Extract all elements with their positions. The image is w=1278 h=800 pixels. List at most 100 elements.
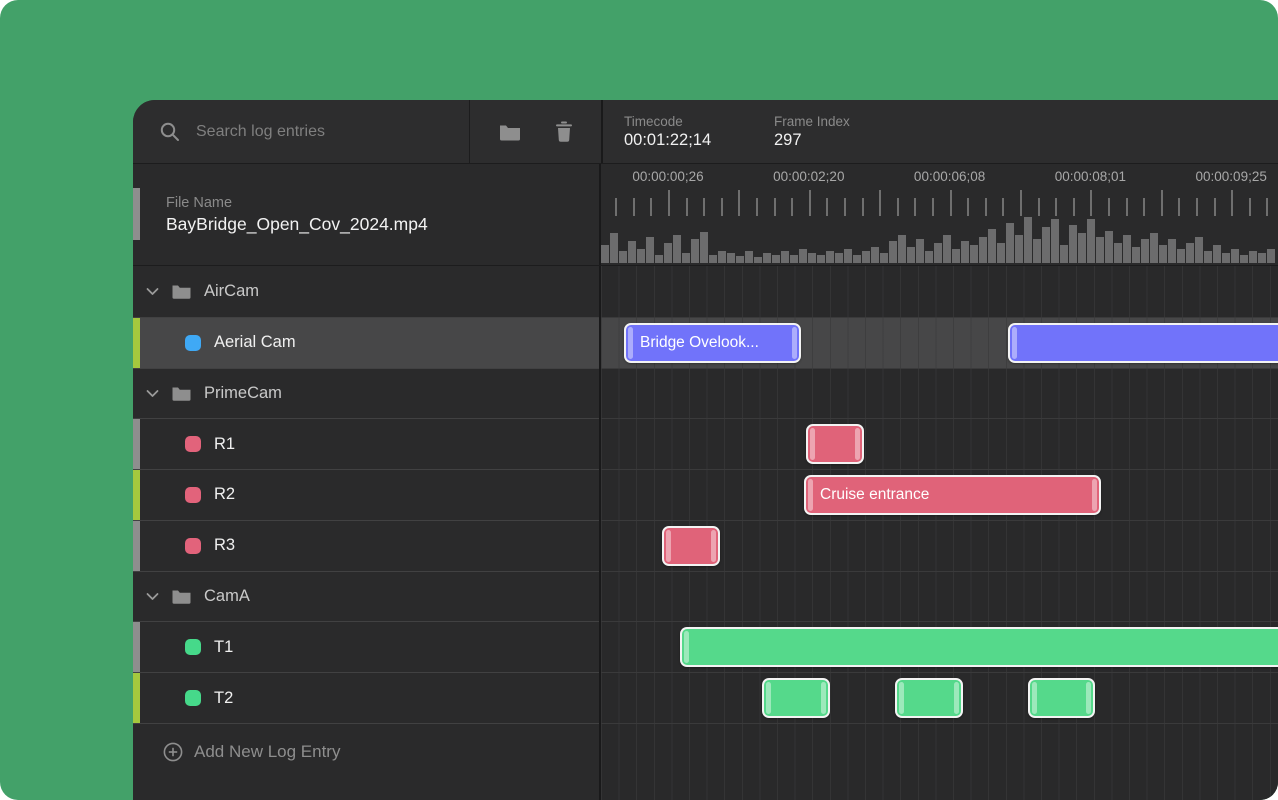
track-list: AirCam Aerial Cam PrimeCam R1 R2 R3 CamA T1 T2 A… [133, 266, 601, 800]
clip-left-handle[interactable] [810, 428, 815, 461]
waveform-bar [1096, 237, 1104, 263]
clip-right-handle[interactable] [711, 529, 716, 562]
chevron-down-icon[interactable] [140, 287, 164, 296]
ruler-tick [685, 198, 688, 216]
lane-primecam [601, 367, 1278, 419]
ruler-tick [1125, 198, 1128, 216]
waveform-bar [943, 235, 951, 263]
waveform-bar [1195, 237, 1203, 263]
waveform-bar [763, 253, 771, 263]
lane-r1 [601, 418, 1278, 469]
timeline-lanes: Bridge Ovelook... Cruise entrance [601, 266, 1278, 724]
track-name: R3 [214, 536, 236, 555]
search-box [133, 100, 469, 163]
header-band: File Name BayBridge_Open_Cov_2024.mp4 00… [133, 164, 1278, 266]
chevron-down-icon[interactable] [140, 389, 164, 398]
log-clip[interactable] [762, 678, 830, 719]
waveform-bar [709, 255, 717, 263]
lane-cama [601, 570, 1278, 622]
track-row-aerial-cam[interactable]: Aerial Cam [133, 316, 599, 368]
clip-left-handle[interactable] [628, 326, 633, 359]
group-row-primecam[interactable]: PrimeCam [133, 367, 599, 419]
clip-left-handle[interactable] [1032, 682, 1037, 715]
log-clip[interactable] [806, 424, 864, 465]
waveform-bar [619, 251, 627, 263]
group-name: CamA [204, 586, 250, 605]
waveform-bar [691, 239, 699, 263]
clip-left-handle[interactable] [899, 682, 904, 715]
waveform-bar [628, 241, 636, 263]
timecode-label: Timecode [624, 113, 683, 129]
file-info-block: File Name BayBridge_Open_Cov_2024.mp4 [133, 164, 601, 265]
waveform-bar [1141, 239, 1149, 263]
ruler-tick [914, 198, 917, 216]
track-name: R2 [214, 485, 236, 504]
ruler-tick [1143, 198, 1146, 216]
waveform-bar [664, 243, 672, 263]
clip-right-handle[interactable] [855, 428, 860, 461]
search-input[interactable] [194, 121, 448, 142]
ruler-tick [1108, 198, 1110, 216]
waveform-bar [862, 251, 870, 263]
clip-right-handle[interactable] [821, 682, 826, 715]
clip-left-handle[interactable] [684, 631, 689, 664]
ruler-tick [826, 198, 829, 216]
clip-right-handle[interactable] [1092, 479, 1097, 512]
ruler-tick [703, 198, 706, 216]
chevron-down-icon[interactable] [140, 592, 164, 601]
log-clip[interactable] [1008, 322, 1278, 363]
clip-left-handle[interactable] [1012, 326, 1017, 359]
clip-left-handle[interactable] [666, 529, 671, 562]
ruler-timecode-label: 00:00:08;01 [1054, 169, 1127, 184]
clip-left-handle[interactable] [766, 682, 771, 715]
file-name-label: File Name [166, 194, 233, 211]
clip-right-handle[interactable] [792, 326, 797, 359]
ruler-tick [1231, 190, 1234, 216]
track-accent-bar [133, 419, 140, 470]
audio-waveform[interactable] [601, 217, 1278, 263]
waveform-bar [907, 247, 915, 263]
folder-icon [172, 386, 191, 401]
track-name: T1 [214, 637, 234, 656]
waveform-bar [1006, 223, 1014, 263]
ruler-tick [949, 190, 952, 216]
log-clip-bridge-ovelook...[interactable]: Bridge Ovelook... [624, 322, 801, 363]
clip-left-handle[interactable] [808, 479, 813, 512]
group-name: PrimeCam [204, 383, 282, 402]
waveform-bar [1069, 225, 1077, 263]
track-name: R1 [214, 434, 236, 453]
track-row-t1[interactable]: T1 [133, 621, 599, 673]
track-row-r1[interactable]: R1 [133, 418, 599, 470]
lane-t1 [601, 621, 1278, 672]
waveform-bar [1177, 249, 1185, 263]
folder-button[interactable] [495, 119, 525, 145]
trash-button[interactable] [551, 117, 577, 146]
waveform-bar [1150, 233, 1158, 263]
log-clip[interactable] [1028, 678, 1095, 719]
log-clip[interactable] [680, 627, 1278, 668]
ruler-tick [1002, 198, 1005, 216]
logging-panel: Timecode 00:01:22;14 Frame Index 297 Fil… [133, 100, 1278, 800]
track-row-r2[interactable]: R2 [133, 469, 599, 520]
waveform-bar [880, 253, 888, 263]
add-log-entry-button[interactable]: Add New Log Entry [133, 722, 599, 781]
log-clip[interactable] [895, 678, 963, 719]
clip-right-handle[interactable] [1086, 682, 1091, 715]
track-row-r3[interactable]: R3 [133, 519, 599, 571]
clip-right-handle[interactable] [954, 682, 959, 715]
waveform-bar [1204, 251, 1212, 263]
waveform-bar [988, 229, 996, 263]
ruler-timecode-label: 00:00:06;08 [913, 169, 986, 184]
group-row-aircam[interactable]: AirCam [133, 266, 599, 317]
waveform-bar [1087, 219, 1095, 263]
body: AirCam Aerial Cam PrimeCam R1 R2 R3 CamA T1 T2 A… [133, 266, 1278, 800]
log-clip-cruise-entrance[interactable]: Cruise entrance [804, 475, 1101, 516]
waveform-bar [1024, 217, 1032, 263]
timeline-ruler[interactable]: 00:00:00;26 00:00:02;20 00:00:06;08 00:00:0… [601, 164, 1278, 265]
track-row-t2[interactable]: T2 [133, 672, 599, 723]
group-row-cama[interactable]: CamA [133, 570, 599, 622]
ruler-tick [896, 198, 899, 216]
log-clip[interactable] [662, 525, 720, 566]
waveform-bar [970, 245, 978, 263]
